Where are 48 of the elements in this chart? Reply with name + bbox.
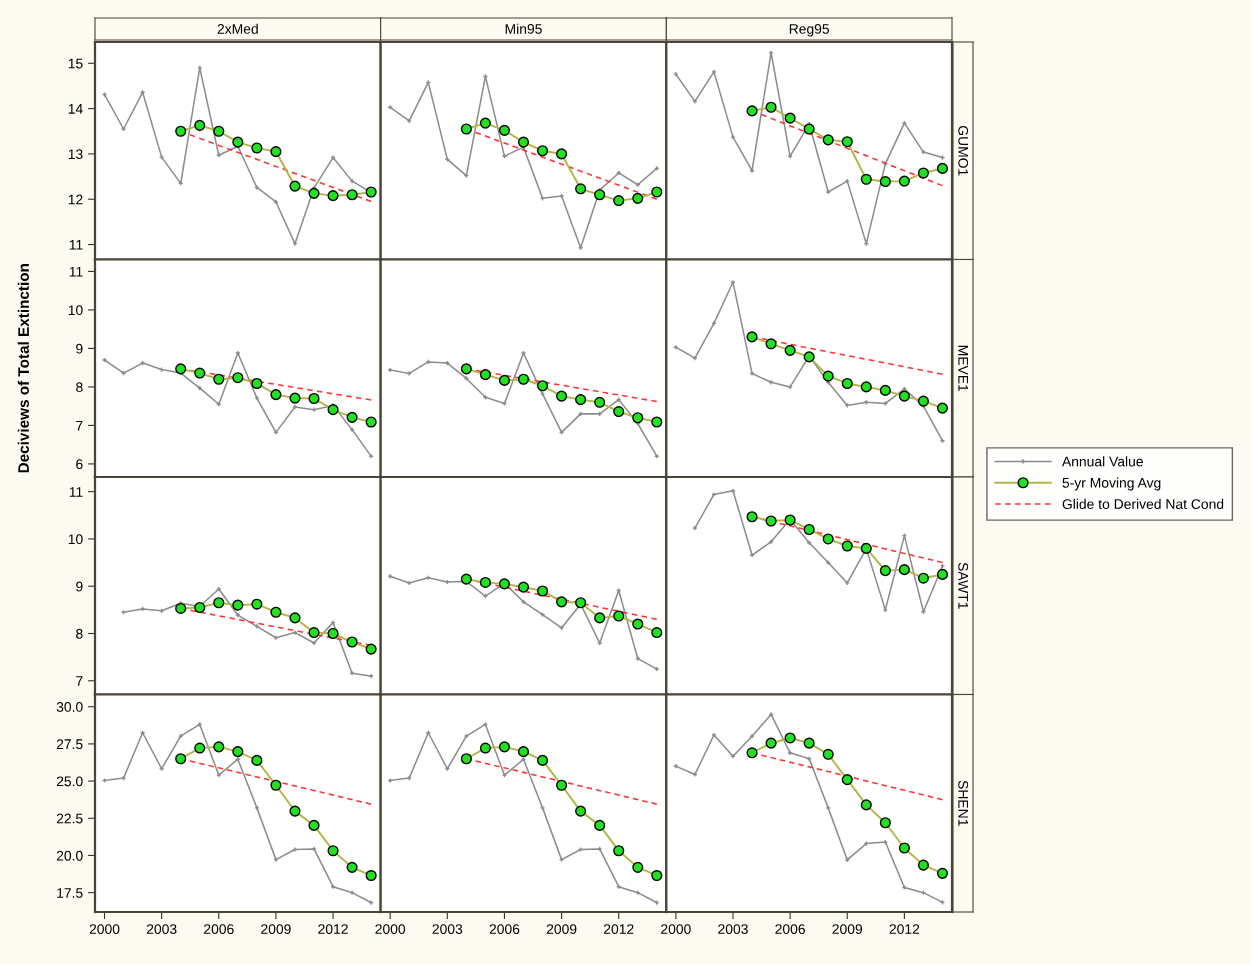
y-tick-label: 30.0 xyxy=(56,702,83,712)
x-tick-label: 2003 xyxy=(432,924,463,935)
y-axis-title: Deciviews of Total Extinction xyxy=(17,264,29,473)
x-tick-label: 2012 xyxy=(603,924,634,935)
x-tick-label: 2006 xyxy=(204,924,234,935)
chart-title: Reg95 xyxy=(789,23,830,37)
y-tick-label: 22.5 xyxy=(56,813,83,824)
y-tick-label: 10 xyxy=(68,534,83,545)
y-tick-label: 8 xyxy=(76,382,83,393)
x-tick-label: 2003 xyxy=(146,924,177,935)
x-tick-label: 2000 xyxy=(89,924,120,935)
legend-label: Glide to Derived Nat Cond xyxy=(1062,498,1224,510)
y2-axis-title: MEVE1 xyxy=(958,345,968,392)
y2-axis-title: SHEN1 xyxy=(958,780,969,826)
y-tick-label: 27.5 xyxy=(56,739,83,750)
x-tick-label: 2000 xyxy=(375,924,406,935)
y-tick-label: 15 xyxy=(68,58,83,69)
y2-axis-title: GUMO1 xyxy=(958,125,969,176)
x-tick-label: 2006 xyxy=(775,924,805,935)
x-tick-label: 2012 xyxy=(889,924,920,935)
chart-title: 2xMed xyxy=(217,23,258,34)
y-tick-label: 11 xyxy=(69,240,83,250)
y-tick-label: 20.0 xyxy=(56,850,83,861)
y-tick-label: 7 xyxy=(76,420,83,431)
x-tick-label: 2003 xyxy=(718,924,748,935)
x-tick-label: 2000 xyxy=(661,924,691,935)
y2-axis-title: SAWT1 xyxy=(958,562,969,609)
y-tick-label: 11 xyxy=(69,487,83,497)
x-tick-label: 2012 xyxy=(318,924,348,935)
chart-title: Min95 xyxy=(505,23,542,34)
x-tick-label: 2009 xyxy=(832,924,863,935)
legend-label: 5-yr Moving Avg xyxy=(1062,477,1161,491)
x-tick-label: 2006 xyxy=(489,924,520,935)
y-tick-label: 8 xyxy=(76,628,83,639)
legend-label: Annual Value xyxy=(1061,456,1143,467)
x-tick-label: 2009 xyxy=(546,924,577,935)
y-tick-label: 13 xyxy=(68,149,83,160)
y-tick-label: 9 xyxy=(76,581,83,592)
y-tick-label: 11 xyxy=(69,266,83,277)
y-tick-label: 14 xyxy=(68,104,83,114)
y-tick-label: 17.5 xyxy=(57,888,83,898)
y-tick-label: 7 xyxy=(76,676,83,686)
y-tick-label: 12 xyxy=(68,194,83,205)
x-tick-label: 2009 xyxy=(261,924,291,935)
y-tick-label: 6 xyxy=(76,459,83,470)
y-tick-label: 10 xyxy=(68,305,83,316)
y-tick-label: 9 xyxy=(76,343,83,354)
y-tick-label: 25.0 xyxy=(56,776,83,787)
